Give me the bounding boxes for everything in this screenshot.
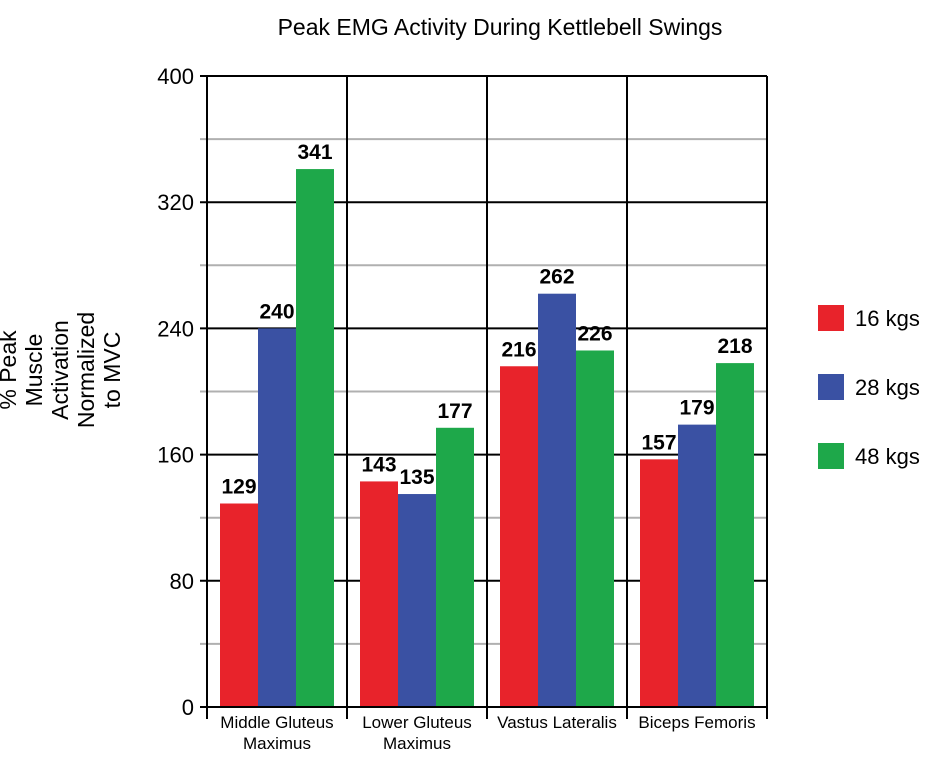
bar [296, 169, 334, 707]
bar [436, 427, 474, 707]
bar [360, 481, 398, 707]
data-label: 262 [539, 266, 574, 289]
x-tick-label: Lower Gluteus Maximus [362, 713, 472, 753]
bar [640, 459, 678, 707]
y-tick-label: 160 [157, 443, 194, 468]
legend-label: 28 kgs [855, 375, 920, 400]
data-label: 143 [361, 453, 396, 476]
bar [258, 328, 296, 707]
legend-label: 48 kgs [855, 444, 920, 469]
data-label: 218 [717, 335, 752, 358]
bar [220, 503, 258, 707]
data-label: 179 [679, 397, 714, 420]
bar [716, 363, 754, 707]
data-label: 240 [259, 300, 294, 323]
legend-swatch [818, 443, 844, 469]
y-tick-label: 80 [170, 569, 194, 594]
legend-label: 16 kgs [855, 306, 920, 331]
bar [538, 293, 576, 707]
bar [398, 494, 436, 707]
data-label: 157 [641, 431, 676, 454]
y-tick-label: 0 [182, 695, 194, 720]
data-label: 216 [501, 338, 536, 361]
chart-title: Peak EMG Activity During Kettlebell Swin… [277, 14, 723, 40]
data-label: 341 [297, 141, 332, 164]
data-label: 129 [221, 476, 256, 499]
legend-swatch [818, 374, 844, 400]
legend-swatch [818, 305, 844, 331]
data-label: 135 [399, 466, 434, 489]
bar [500, 366, 538, 707]
y-tick-label: 400 [157, 64, 194, 89]
x-tick-label: Vastus Lateralis [497, 713, 617, 732]
data-label: 226 [577, 322, 612, 345]
x-tick-label: Biceps Femoris [638, 713, 755, 732]
y-tick-label: 240 [157, 316, 194, 341]
data-label: 177 [437, 400, 472, 423]
y-tick-label: 320 [157, 190, 194, 215]
bar [678, 424, 716, 707]
bar [576, 350, 614, 707]
x-tick-label: Middle Gluteus Maximus [220, 713, 333, 753]
